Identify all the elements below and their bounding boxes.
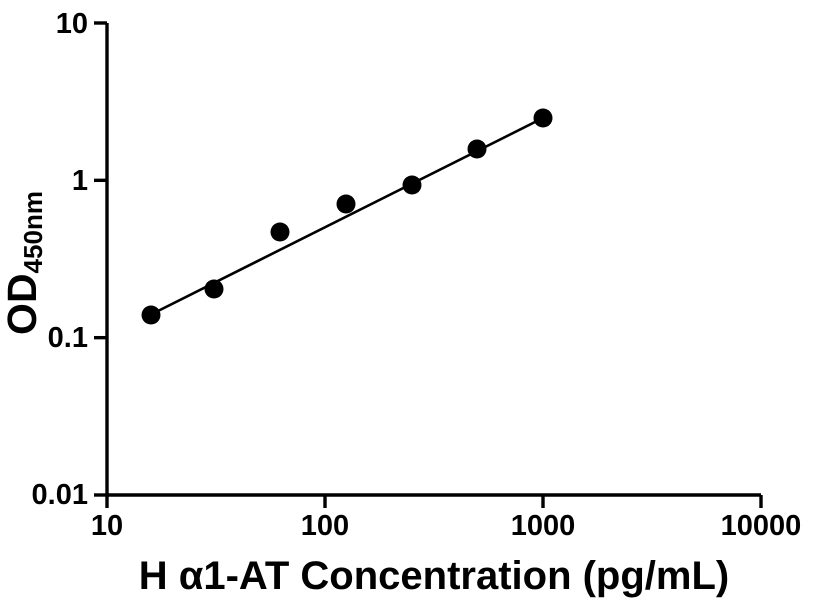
- svg-text:10: 10: [91, 510, 123, 542]
- svg-text:OD450nm: OD450nm: [0, 191, 48, 335]
- svg-text:10000: 10000: [721, 510, 802, 542]
- svg-text:100: 100: [301, 510, 349, 542]
- svg-text:0.1: 0.1: [48, 322, 88, 354]
- svg-text:H α1-AT Concentration (pg/mL): H α1-AT Concentration (pg/mL): [139, 554, 729, 598]
- svg-text:1000: 1000: [511, 510, 576, 542]
- svg-text:10: 10: [56, 8, 88, 40]
- svg-text:0.01: 0.01: [32, 479, 88, 511]
- svg-text:1: 1: [72, 165, 88, 197]
